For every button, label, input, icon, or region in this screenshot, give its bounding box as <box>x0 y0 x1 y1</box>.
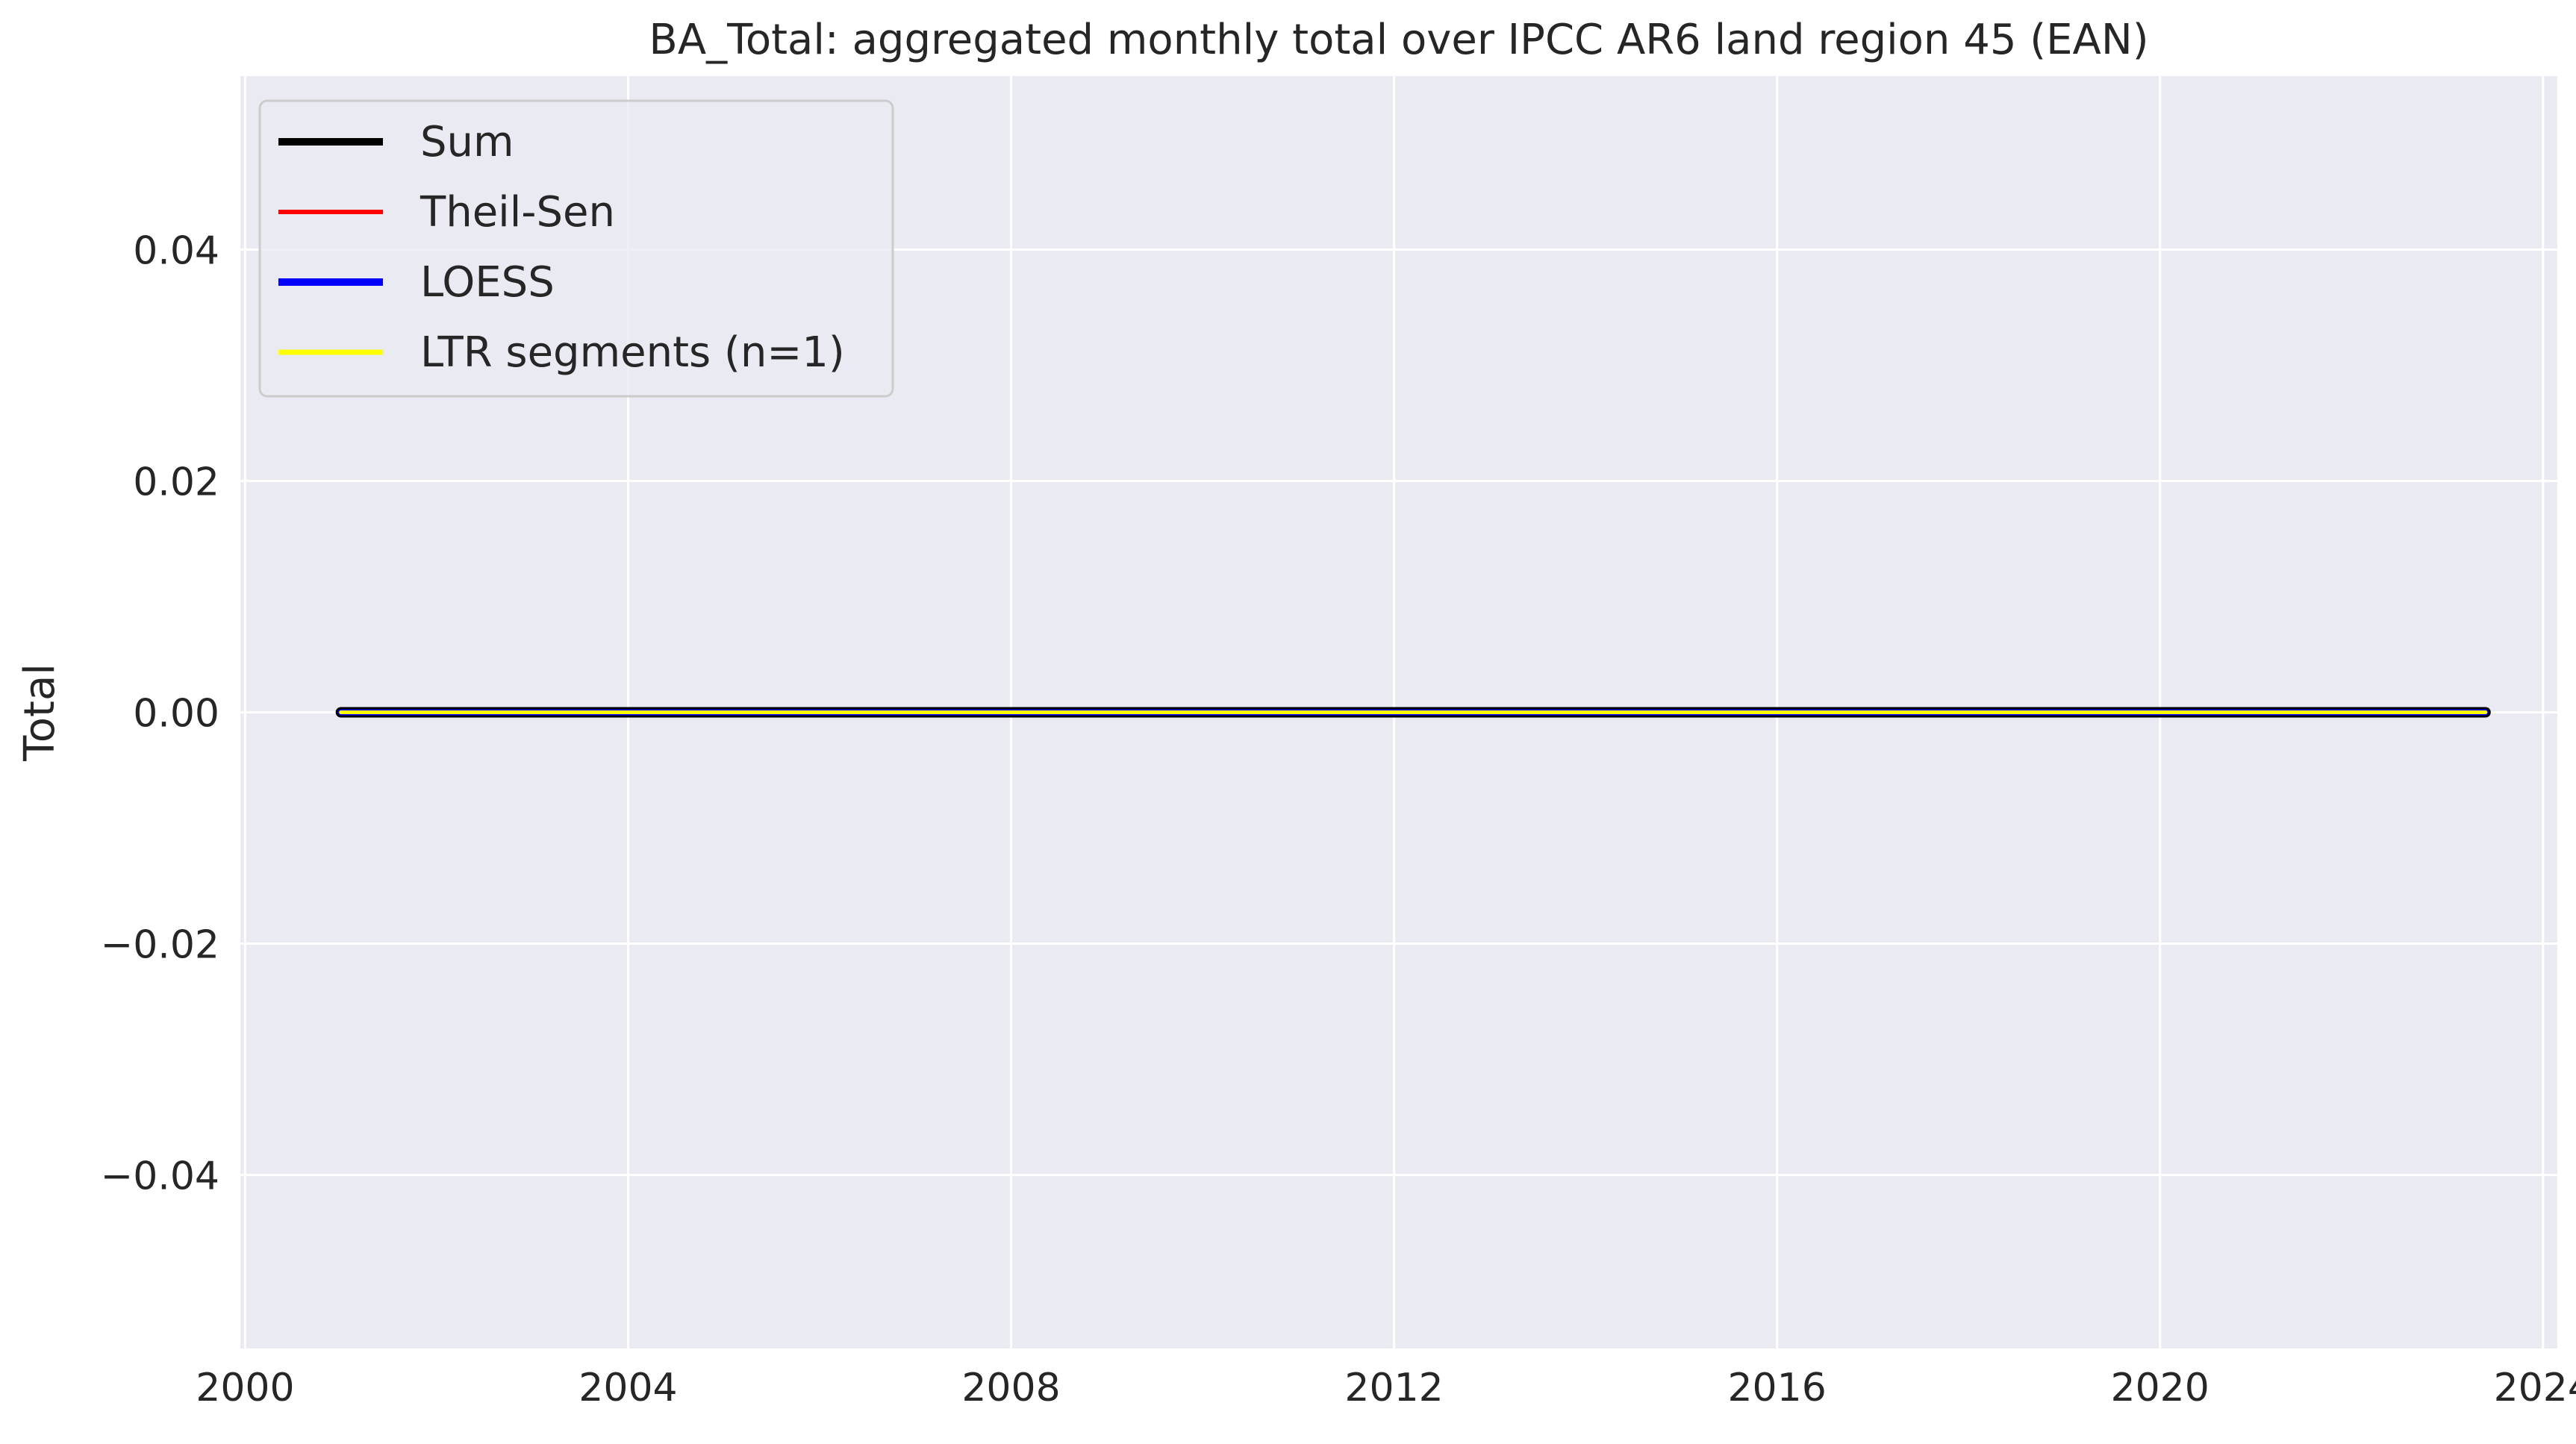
legend-items: Sum Theil-Sen LOESS LTR segments (n=1) <box>278 118 845 377</box>
x-tick-label: 2020 <box>2111 1366 2209 1410</box>
tick-labels: 2000 2004 2008 2012 2016 2020 2024 0.04 0.02 0.00… <box>101 229 2576 1411</box>
y-tick-label: 0.02 <box>133 460 219 505</box>
legend: Sum Theil-Sen LOESS LTR segments (n=1) <box>258 99 894 398</box>
x-tick-label: 2000 <box>196 1366 294 1410</box>
legend-item: Theil-Sen <box>278 188 615 237</box>
y-tick-label: 0.00 <box>133 692 219 737</box>
legend-item: LTR segments (n=1) <box>278 328 845 377</box>
y-tick-label: 0.04 <box>133 229 219 274</box>
y-tick-label: −0.02 <box>101 923 219 968</box>
legend-box <box>258 99 894 398</box>
legend-item: Sum <box>278 118 514 166</box>
legend-label: LOESS <box>420 258 555 307</box>
x-tick-label: 2008 <box>961 1366 1060 1410</box>
x-tick-label: 2004 <box>578 1366 677 1410</box>
x-tick-label: 2012 <box>1344 1366 1443 1410</box>
y-tick-label: −0.04 <box>101 1154 219 1199</box>
x-tick-label: 2016 <box>1727 1366 1826 1410</box>
legend-label: Theil-Sen <box>420 188 615 237</box>
legend-item: LOESS <box>278 258 555 307</box>
x-tick-label: 2024 <box>2494 1366 2576 1410</box>
legend-label: LTR segments (n=1) <box>420 328 845 377</box>
legend-label: Sum <box>420 118 514 166</box>
y-axis-label: Total <box>16 663 64 762</box>
chart-title: BA_Total: aggregated monthly total over … <box>649 16 2148 64</box>
